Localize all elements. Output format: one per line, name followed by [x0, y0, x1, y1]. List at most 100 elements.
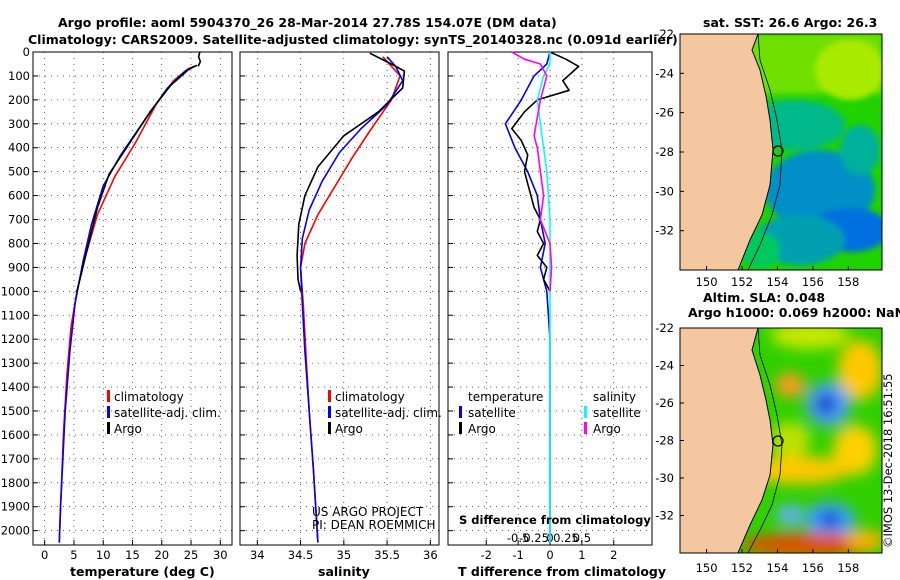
series-line-mixed-layer: [197, 51, 202, 67]
y-tick-label: 1900: [1, 500, 30, 514]
sst-map-axes: 150 152 154 156 158 -22 -24 -26 -28 -30 -32: [655, 27, 859, 289]
sla-argo-position-marker: [772, 435, 784, 447]
map-x-tick-label: 154: [766, 561, 788, 575]
map-x-tick-label: 152: [731, 275, 753, 289]
legend-climatology-label: climatology: [335, 390, 405, 404]
series-line-s-argo: [511, 51, 553, 292]
legend-s-satellite-swatch: [584, 406, 587, 418]
sst-argo-position-marker: [772, 145, 784, 157]
temperature-legend: climatology satellite-adj. clim. Argo: [107, 390, 221, 436]
map-y-tick-label: -30: [655, 471, 674, 485]
x-tick-label: 15: [125, 548, 140, 562]
sst-map-title: sat. SST: 26.6 Argo: 26.3: [703, 15, 877, 30]
y-tick-label: 700: [8, 213, 30, 227]
sla-map-land: [680, 328, 774, 553]
x-tick-label: 35: [337, 548, 352, 562]
map-y-tick-label: -28: [655, 145, 674, 159]
x-top-tick-label: -0.5: [507, 531, 529, 545]
x-tick-label: 0: [41, 548, 48, 562]
t-difference-axis-label: T difference from climatology: [458, 564, 666, 579]
series-line-t-argo: [511, 51, 580, 292]
y-tick-label: 100: [8, 69, 30, 83]
sst-map: sat. SST: 26.6 Argo: 26.3: [679, 15, 883, 271]
legend-t-satellite-swatch: [459, 406, 462, 418]
salinity-panel-frame: [239, 51, 440, 546]
map-x-tick-label: 154: [766, 275, 788, 289]
title-line-2: Climatology: CARS2009. Satellite-adjuste…: [28, 32, 678, 48]
sla-map-title-line-1: Altim. SLA: 0.048: [703, 290, 825, 305]
map-x-tick-label: 150: [696, 561, 718, 575]
map-y-tick-label: -22: [655, 321, 674, 335]
map-x-tick-label: 156: [802, 275, 824, 289]
legend-argo-label: Argo: [114, 422, 142, 436]
series-line-t-satellite: [504, 51, 551, 543]
y-tick-label: 1400: [1, 380, 30, 394]
project-annotation-line-2: PI: DEAN ROEMMICH: [312, 518, 435, 532]
map-x-tick-label: 156: [802, 561, 824, 575]
salinity-profile: 34 34.5 35 35.5 36: [240, 51, 439, 562]
legend-climatology-swatch: [107, 390, 110, 402]
map-x-tick-label: 158: [837, 275, 859, 289]
x-tick-label: 20: [154, 548, 169, 562]
y-tick-label: 1800: [1, 476, 30, 490]
difference-legend: temperature satellite Argo salinity sate…: [459, 390, 651, 527]
x-tick-label: 30: [213, 548, 228, 562]
y-tick-label: 200: [8, 93, 30, 107]
map-y-tick-label: -26: [655, 396, 674, 410]
y-tick-label: 1700: [1, 452, 30, 466]
y-tick-label: 1000: [1, 284, 30, 298]
sla-map-axes: 150 152 154 156 158 -22 -24 -26 -28 -30 -32: [655, 321, 859, 575]
y-tick-label: 400: [8, 141, 30, 155]
x-tick-label: 36: [423, 548, 438, 562]
difference-profile: -2 -1 0 1 2-0.5-0.250 0.250.5: [448, 51, 652, 562]
y-tick-label: 1200: [1, 332, 30, 346]
legend-t-argo-swatch: [459, 422, 462, 434]
series-line-argo: [296, 52, 406, 292]
map-y-tick-label: -32: [655, 224, 674, 238]
y-tick-label: 500: [8, 165, 30, 179]
title-line-1: Argo profile: aoml 5904370_26 28-Mar-201…: [58, 15, 557, 31]
map-y-tick-label: -26: [655, 106, 674, 120]
legend-t-argo-label: Argo: [468, 422, 496, 436]
series-line-argo: [76, 64, 198, 292]
sla-map-isobath: [747, 328, 783, 553]
temperature-profile: 0 5 10 15 20 25 300100200300400500600700800900…: [1, 45, 232, 562]
x-tick-label: -2: [481, 548, 492, 562]
x-tick-label: -1: [512, 548, 523, 562]
series-line-s-satellite: [536, 52, 551, 543]
x-tick-label: 2: [610, 548, 617, 562]
y-tick-label: 1300: [1, 356, 30, 370]
y-tick-label: 300: [8, 117, 30, 131]
legend-s-satellite-label: satellite: [593, 406, 641, 420]
y-tick-label: 1600: [1, 428, 30, 442]
x-tick-label: 25: [184, 548, 199, 562]
legend-s-argo-label: Argo: [593, 422, 621, 436]
map-y-tick-label: -22: [655, 27, 674, 41]
legend-satellite-label: satellite-adj. clim.: [114, 406, 221, 420]
legend-satellite-swatch: [328, 406, 331, 418]
x-tick-label: 10: [96, 548, 111, 562]
map-x-tick-label: 150: [696, 275, 718, 289]
x-top-tick-label: 0.25: [553, 531, 579, 545]
series-line-climatology: [299, 56, 401, 543]
series-line-satellite-adj-clim-: [58, 65, 195, 543]
y-tick-label: 900: [8, 260, 30, 274]
map-x-tick-label: 158: [837, 561, 859, 575]
x-tick-label: 1: [578, 548, 585, 562]
x-tick-label: 35.5: [374, 548, 400, 562]
salinity-axis-label: salinity: [318, 564, 370, 579]
project-annotation-line-1: US ARGO PROJECT: [312, 505, 424, 519]
y-tick-label: 600: [8, 189, 30, 203]
map-y-tick-label: -28: [655, 434, 674, 448]
y-tick-label: 1100: [1, 308, 30, 322]
y-tick-label: 0: [23, 45, 30, 59]
x-top-tick-label: 0.5: [573, 531, 591, 545]
salinity-legend: climatology satellite-adj. clim. Argo US…: [312, 390, 442, 532]
sla-map: Altim. SLA: 0.048 Argo h1000: 0.069 h200…: [679, 290, 900, 554]
legend-temperature-heading: temperature: [468, 390, 543, 404]
y-tick-label: 800: [8, 236, 30, 250]
map-y-tick-label: -32: [655, 509, 674, 523]
temperature-axis-label: temperature (deg C): [70, 564, 215, 579]
map-y-tick-label: -24: [655, 359, 674, 373]
x-tick-label: 5: [70, 548, 77, 562]
